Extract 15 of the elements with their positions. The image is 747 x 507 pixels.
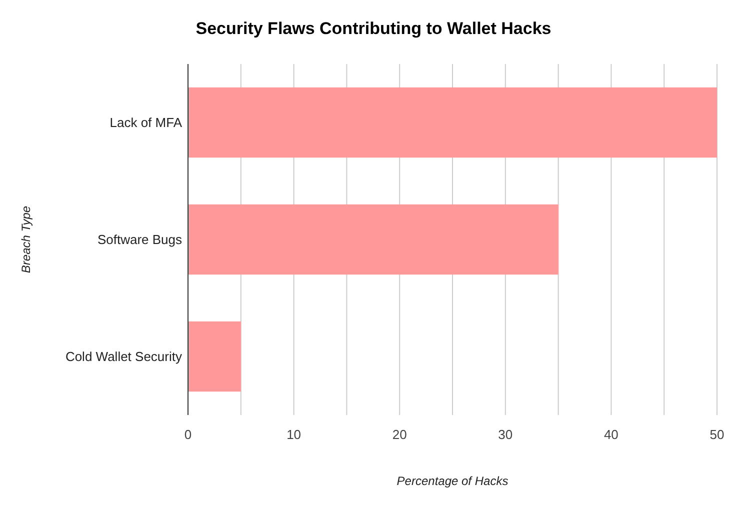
y-tick-label: Software Bugs — [97, 232, 182, 248]
y-tick-label: Cold Wallet Security — [65, 349, 182, 364]
x-tick-label: 50 — [710, 427, 724, 442]
x-tick-label: 30 — [498, 427, 513, 442]
x-tick-label: 0 — [184, 427, 192, 442]
bar — [188, 204, 558, 275]
bar — [188, 87, 717, 158]
y-tick-label: Lack of MFA — [110, 115, 182, 130]
x-axis-title: Percentage of Hacks — [396, 474, 508, 488]
y-axis-title: Breach Type — [19, 206, 33, 274]
x-tick-label: 10 — [286, 427, 302, 442]
x-tick-label: 20 — [392, 427, 407, 442]
chart-title: Security Flaws Contributing to Wallet Hacks — [196, 19, 552, 38]
bar — [188, 321, 241, 392]
x-tick-label: 40 — [604, 427, 618, 442]
